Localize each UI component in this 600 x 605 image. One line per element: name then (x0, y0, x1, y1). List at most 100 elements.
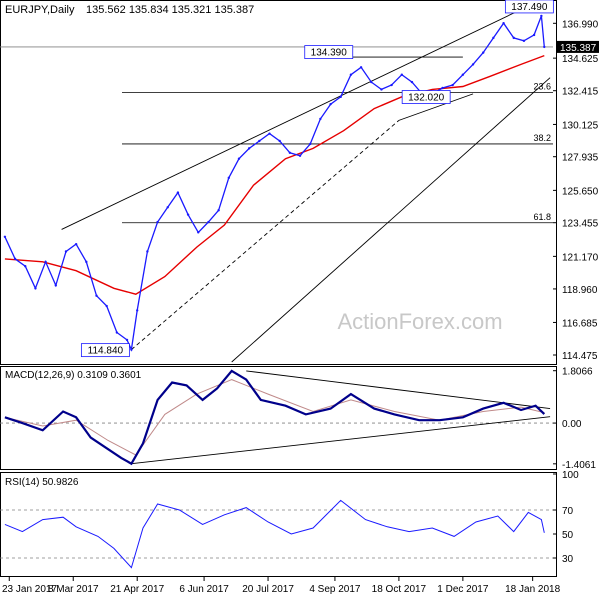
price-point (34, 287, 37, 290)
price-point (247, 147, 251, 150)
rsi-line (4, 499, 545, 569)
macd-trend-line (131, 416, 551, 465)
price-point (207, 220, 210, 224)
price-point (329, 102, 332, 106)
rsi-panel: 100 70 50 30 (0, 470, 579, 569)
price-label-box (401, 90, 451, 104)
price-point (130, 348, 133, 351)
price-point (136, 309, 139, 312)
rsi-y-tick-label: 70 (562, 506, 574, 517)
price-label: 137.490 (511, 2, 548, 13)
macd-y-tick-label: -1.4061 (562, 460, 596, 471)
price-point (492, 36, 495, 40)
price-y-tick-label: 134.625 (562, 54, 599, 65)
price-y-tick-label: 127.935 (562, 153, 599, 164)
price-point (105, 304, 108, 308)
price-point (309, 142, 312, 146)
price-y-tick-label: 125.650 (562, 186, 599, 197)
price-y-tick-label: 132.415 (562, 87, 599, 98)
price-point (461, 73, 465, 76)
price-y-tick-label: 123.455 (562, 219, 599, 230)
price-point (540, 14, 543, 18)
price-point (197, 231, 200, 234)
rsi-y-tick-label: 50 (562, 530, 574, 541)
macd-y-tick-label: 0.00 (562, 419, 582, 430)
last-price-label: 135.387 (560, 43, 597, 54)
price-point (3, 235, 7, 238)
macd-panel-frame (0, 366, 557, 470)
channel-line (61, 3, 533, 230)
price-panel-frame (0, 0, 557, 365)
x-tick-label: 4 Sep 2017 (309, 584, 361, 595)
x-tick-label: 23 Jan 2017 (2, 584, 57, 595)
price-point (217, 209, 220, 212)
rsi-panel-frame (0, 472, 557, 577)
macd-trend-line (246, 370, 551, 410)
rsi-y-tick-label: 30 (562, 554, 574, 565)
price-point (502, 21, 505, 25)
chart-ohlc: 135.562 135.834 135.321 135.387 (86, 4, 254, 16)
channel-line (231, 77, 551, 363)
price-label-box (304, 45, 354, 60)
price-y-tick-label: 130.125 (562, 120, 599, 131)
price-point (268, 132, 271, 135)
price-point (156, 220, 159, 224)
price-point (258, 139, 261, 143)
price-panel: 136.990 134.625 132.415 130.125 127.935 125.6… (0, 0, 599, 363)
price-y-tick-label: 121.170 (562, 252, 599, 263)
channel-line (398, 93, 474, 121)
watermark: ActionForex.com (337, 309, 502, 334)
x-tick-label: 1 Dec 2017 (437, 584, 489, 595)
price-point (44, 260, 47, 264)
price-point (400, 73, 404, 76)
price-point (298, 154, 302, 157)
price-point (390, 83, 393, 87)
macd-title: MACD(12,26,9) 0.3109 0.3601 (5, 370, 142, 381)
price-point (74, 242, 78, 246)
price-point (410, 80, 414, 84)
fib-level-label: 61.8 (533, 212, 551, 222)
price-point (359, 66, 363, 69)
price-y-tick-label: 118.960 (562, 285, 598, 296)
x-tick-label: 18 Oct 2017 (372, 584, 427, 595)
x-tick-label: 18 Jan 2018 (505, 584, 560, 595)
price-point (532, 33, 536, 37)
price-point (95, 294, 98, 297)
price-point (146, 250, 149, 253)
price-label: 114.840 (88, 346, 124, 357)
price-point (64, 250, 68, 253)
price-point (482, 51, 485, 54)
chart-symbol: EURJPY,Daily (5, 4, 75, 16)
macd-panel: 1.8066 0.00 -1.4061 (0, 367, 596, 471)
price-point (24, 265, 27, 268)
price-label-box (80, 343, 130, 358)
price-point (512, 36, 515, 40)
price-y-tick-label: 136.990 (562, 19, 599, 30)
price-point (380, 88, 383, 91)
x-tick-label: 8 Mar 2017 (48, 584, 99, 595)
price-y-tick-label: 116.685 (562, 318, 598, 329)
price-point (237, 157, 241, 160)
price-point (227, 176, 230, 180)
moving-average-line (4, 54, 545, 295)
price-label-box (504, 0, 554, 14)
fib-level-label: 23.6 (533, 81, 551, 91)
price-point (471, 63, 475, 66)
price-point (125, 338, 129, 342)
price-point (85, 260, 88, 264)
macd-signal-line (4, 379, 545, 456)
x-tick-label: 21 Apr 2017 (110, 584, 164, 595)
macd-y-tick-label: 1.8066 (562, 367, 593, 378)
price-label: 134.390 (311, 48, 348, 59)
price-point (522, 39, 526, 43)
price-point (451, 83, 454, 87)
channel-line (131, 120, 400, 350)
price-line (4, 15, 545, 352)
x-tick-label: 6 Jun 2017 (179, 584, 229, 595)
fib-level-label: 38.2 (533, 133, 551, 143)
price-point (186, 213, 190, 216)
price-point (441, 86, 444, 90)
price-point (54, 284, 57, 287)
price-point (543, 45, 546, 49)
